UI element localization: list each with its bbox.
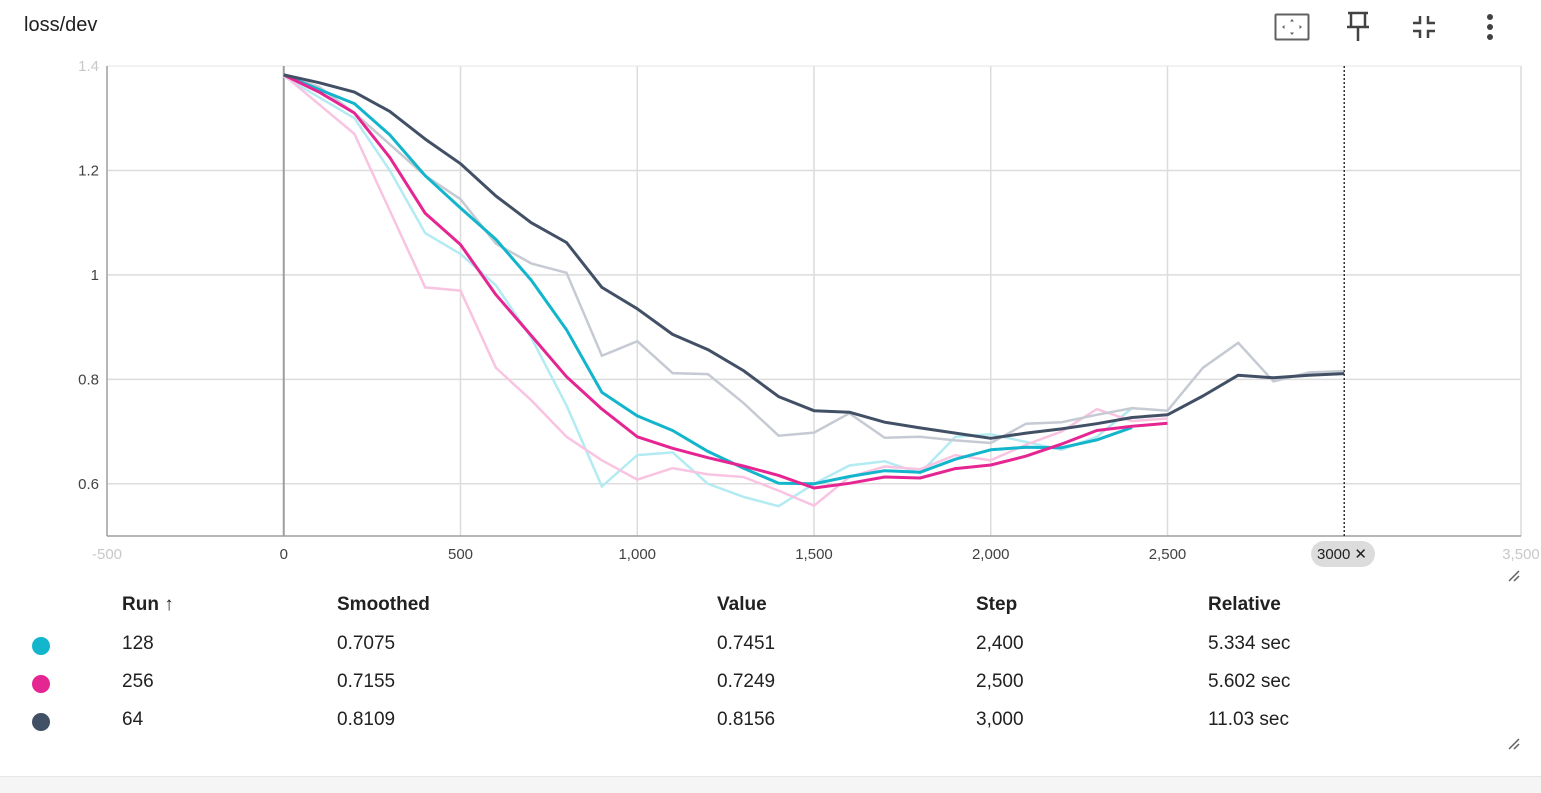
pin-button[interactable] [1325, 8, 1391, 46]
x-tick-label: 3,500 [1502, 546, 1540, 563]
header-relative[interactable]: Relative [1208, 594, 1281, 615]
series-smoothed-line-256 [283, 73, 1168, 490]
collapse-icon [1413, 16, 1435, 38]
header-run[interactable]: Run ↑ [122, 594, 174, 615]
cell-step: 2,400 [976, 633, 1024, 654]
table-row: 64 0.8109 0.8156 3,000 11.03 sec [0, 701, 1541, 739]
x-tick-label: 2,000 [972, 546, 1010, 563]
cell-run: 256 [122, 671, 154, 692]
step-selector-chip[interactable]: 3000 ✕ [1311, 541, 1375, 567]
table-row: 256 0.7155 0.7249 2,500 5.602 sec [0, 663, 1541, 701]
table-resize-handle[interactable] [1506, 736, 1520, 753]
card-title: loss/dev [24, 14, 98, 36]
table-row: 128 0.7075 0.7451 2,400 5.334 sec [0, 625, 1541, 663]
fit-domain-button[interactable] [1259, 8, 1325, 46]
table-header-row: Run ↑ Smoothed Value Step Relative [0, 586, 1541, 624]
footer-bar [0, 776, 1541, 793]
cell-value: 0.7249 [717, 671, 776, 692]
cell-smoothed: 0.8109 [337, 709, 396, 730]
cell-relative: 11.03 sec [1208, 709, 1289, 730]
y-tick-label: 1.2 [78, 162, 99, 179]
header-smoothed[interactable]: Smoothed [337, 594, 430, 615]
series-raw-line-64 [283, 73, 1345, 445]
scalar-card: loss/dev -500 0 500 1,000 1,500 2,00 [0, 8, 1541, 753]
resize-icon [1508, 570, 1520, 582]
y-tick-label: 0.8 [78, 371, 99, 388]
resize-icon [1508, 738, 1520, 750]
chart-resize-handle[interactable] [1506, 568, 1520, 585]
run-color-swatch [32, 713, 50, 731]
header-value[interactable]: Value [717, 594, 767, 615]
x-tick-label: 2,500 [1149, 546, 1187, 563]
series-smoothed-line-128 [283, 73, 1133, 486]
more-vert-icon [1487, 14, 1493, 40]
run-color-swatch [32, 675, 50, 693]
cell-value: 0.7451 [717, 633, 776, 654]
y-tick-label: 1 [91, 267, 99, 284]
line-chart[interactable]: -500 0 500 1,000 1,500 2,000 2,500 3,500 0.6 0.8 1… [0, 56, 1541, 576]
x-tick-label: 1,500 [795, 546, 833, 563]
step-chip-label: 3000 [1317, 545, 1351, 563]
x-tick-label: 500 [448, 546, 473, 563]
series-raw-line-128 [283, 75, 1133, 508]
cell-step: 2,500 [976, 671, 1024, 692]
close-icon[interactable]: ✕ [1354, 546, 1367, 563]
x-tick-label: 1,000 [618, 546, 656, 563]
header-step[interactable]: Step [976, 594, 1018, 615]
series-raw-line-256 [282, 73, 1168, 508]
pin-icon [1347, 11, 1369, 41]
cell-run: 128 [122, 633, 154, 654]
more-options-button[interactable] [1457, 8, 1523, 46]
cell-smoothed: 0.7155 [337, 671, 396, 692]
y-tick-label: 1.4 [78, 58, 99, 75]
x-tick-label: 0 [280, 546, 288, 563]
y-tick-label: 0.6 [78, 476, 99, 493]
cell-value: 0.8156 [717, 709, 776, 730]
x-tick-label: -500 [92, 546, 122, 563]
collapse-button[interactable] [1391, 8, 1457, 46]
series-smoothed-line-64 [283, 73, 1345, 440]
cell-step: 3,000 [976, 709, 1024, 730]
card-toolbar [1259, 8, 1523, 46]
cell-smoothed: 0.7075 [337, 633, 396, 654]
cell-relative: 5.602 sec [1208, 671, 1291, 692]
cell-run: 64 [122, 709, 144, 730]
cell-relative: 5.334 sec [1208, 633, 1291, 654]
run-color-swatch [32, 637, 50, 655]
fit-domain-icon [1274, 13, 1310, 41]
